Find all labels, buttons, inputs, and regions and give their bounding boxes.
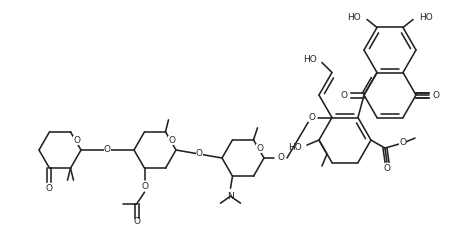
- Text: HO: HO: [419, 13, 433, 22]
- Text: O: O: [46, 184, 53, 193]
- Text: HO: HO: [288, 143, 302, 152]
- Text: O: O: [432, 91, 439, 100]
- Text: O: O: [168, 136, 175, 145]
- Text: O: O: [195, 149, 202, 159]
- Text: O: O: [133, 217, 140, 226]
- Text: N: N: [227, 192, 234, 201]
- Text: HO: HO: [303, 55, 317, 64]
- Text: O: O: [277, 154, 284, 162]
- Text: O: O: [383, 164, 390, 173]
- Text: O: O: [104, 146, 111, 154]
- Text: O: O: [400, 138, 407, 147]
- Text: O: O: [141, 182, 148, 191]
- Text: O: O: [256, 144, 263, 154]
- Text: O: O: [340, 91, 348, 100]
- Text: O: O: [308, 113, 315, 122]
- Text: HO: HO: [347, 13, 361, 22]
- Text: O: O: [73, 136, 80, 145]
